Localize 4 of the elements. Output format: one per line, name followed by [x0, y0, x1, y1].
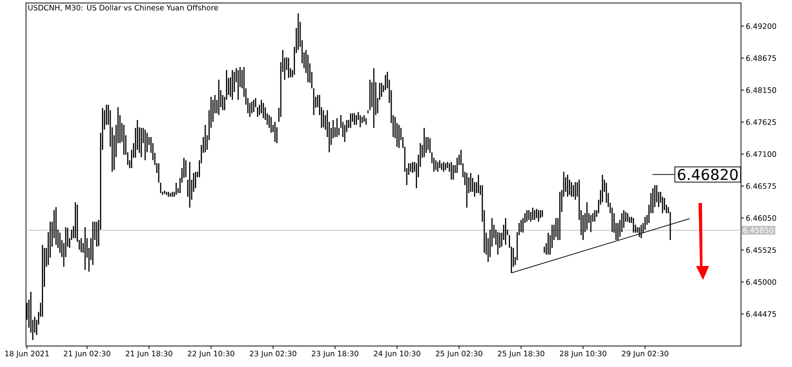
candlestick	[367, 110, 369, 114]
candlestick	[365, 118, 367, 125]
candlestick	[444, 163, 446, 170]
annotation: 6.46820	[678, 168, 738, 180]
